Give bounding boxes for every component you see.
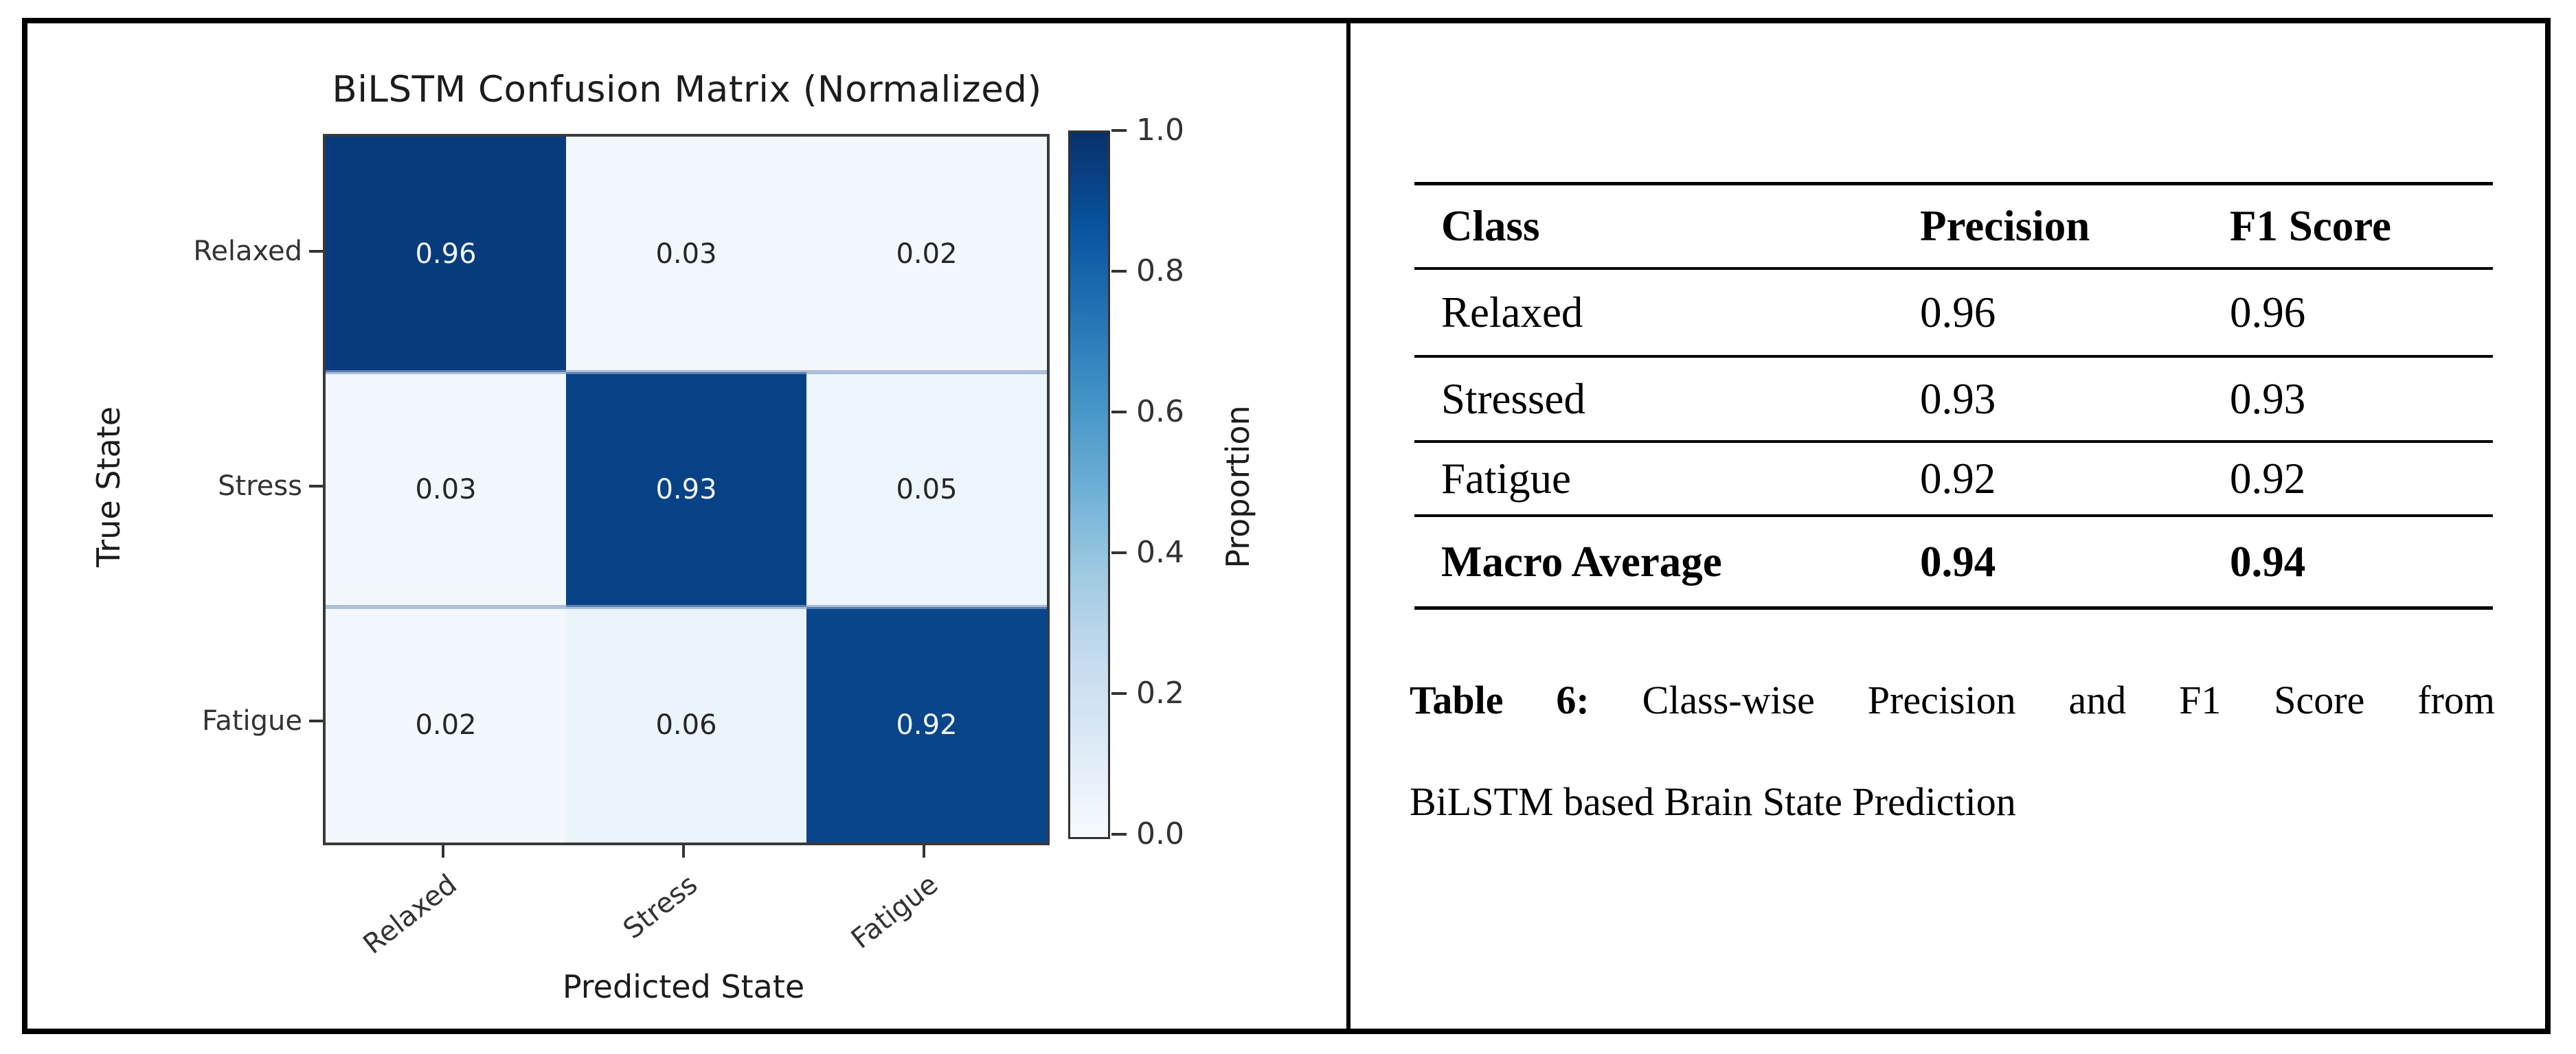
- heatmap-row-divider: [326, 605, 1047, 609]
- colorbar-tick-mark: [1111, 833, 1127, 836]
- table-cell: 0.93: [1920, 374, 1996, 423]
- caption-label: Table 6:: [1410, 678, 1590, 722]
- colorbar-tick-mark: [1111, 411, 1127, 413]
- x-axis-label: Predicted State: [562, 968, 805, 1005]
- x-tick-label: Stress: [617, 868, 704, 946]
- y-tick-label: Fatigue: [202, 705, 302, 737]
- confusion-matrix-panel: BiLSTM Confusion Matrix (Normalized) 0.9…: [27, 23, 1351, 1029]
- column-header: Precision: [1920, 202, 2090, 250]
- heatmap-cell: 0.05: [806, 371, 1047, 608]
- heatmap: 0.96 0.03 0.02 0.03 0.93 0.05 0.02 0.06 …: [323, 134, 1050, 845]
- table-cell: 0.96: [2230, 288, 2306, 336]
- column-header: Class: [1441, 202, 1540, 250]
- table-cell: Relaxed: [1441, 288, 1583, 336]
- metrics-table: Class Precision F1 Score Relaxed 0.96 0.…: [1414, 182, 2493, 610]
- table-row: Stressed 0.93 0.93: [1414, 355, 2493, 440]
- x-tick-mark: [923, 845, 925, 858]
- colorbar-tick-label: 0.0: [1136, 816, 1184, 851]
- x-tick-label: Relaxed: [357, 868, 464, 961]
- table-cell: 0.93: [2230, 374, 2306, 423]
- y-tick-label: Relaxed: [193, 236, 302, 267]
- colorbar-tick-label: 0.6: [1136, 394, 1184, 429]
- table-cell: 0.94: [1920, 537, 1996, 586]
- colorbar-tick-label: 0.4: [1136, 535, 1184, 570]
- colorbar-axis-label: Proportion: [1219, 405, 1256, 569]
- table-cell: Macro Average: [1441, 537, 1722, 586]
- colorbar-tick-label: 0.8: [1136, 253, 1184, 288]
- heatmap-cell: 0.02: [806, 137, 1047, 372]
- figure-frame: BiLSTM Confusion Matrix (Normalized) 0.9…: [22, 18, 2551, 1034]
- y-tick-mark: [309, 720, 323, 722]
- y-tick-mark: [309, 485, 323, 488]
- heatmap-cell: 0.06: [566, 607, 806, 843]
- y-tick-label: Stress: [218, 470, 302, 502]
- colorbar-tick-mark: [1111, 692, 1127, 695]
- table-cell: 0.92: [1920, 454, 1996, 503]
- column-header: F1 Score: [2230, 202, 2392, 250]
- caption-line-1: Table 6: Class-wise Precision and F1 Sco…: [1410, 677, 2495, 729]
- heatmap-cell: 0.02: [326, 607, 566, 843]
- table-cell: Fatigue: [1441, 454, 1571, 503]
- colorbar-tick-label: 1.0: [1136, 113, 1184, 148]
- colorbar-tick-mark: [1111, 551, 1127, 554]
- caption-line-2: BiLSTM based Brain State Prediction: [1410, 779, 2016, 824]
- colorbar: [1068, 130, 1110, 839]
- table-row: Relaxed 0.96 0.96: [1414, 267, 2493, 355]
- heatmap-cell: 0.93: [566, 371, 806, 608]
- table-cell: 0.94: [2230, 537, 2306, 586]
- heatmap-row-divider: [326, 370, 1047, 374]
- table-cell: Stressed: [1441, 374, 1585, 423]
- caption-text: Class-wise Precision and F1 Score from: [1642, 678, 2495, 722]
- y-tick-mark: [309, 250, 323, 253]
- table-row: Fatigue 0.92 0.92: [1414, 440, 2493, 514]
- heatmap-cell: 0.03: [566, 137, 806, 372]
- table-caption: Table 6: Class-wise Precision and F1 Sco…: [1410, 677, 2495, 825]
- table-cell: 0.96: [1920, 288, 1996, 336]
- x-tick-label: Fatigue: [845, 868, 945, 956]
- table-row-macro-average: Macro Average 0.94 0.94: [1414, 514, 2493, 606]
- metrics-panel: Class Precision F1 Score Relaxed 0.96 0.…: [1351, 23, 2545, 1029]
- x-tick-mark: [682, 845, 685, 858]
- heatmap-cell: 0.92: [806, 607, 1047, 843]
- chart-title: BiLSTM Confusion Matrix (Normalized): [332, 69, 1042, 111]
- colorbar-tick-mark: [1111, 270, 1127, 273]
- y-axis-label: True State: [90, 406, 127, 568]
- colorbar-tick-label: 0.2: [1136, 676, 1184, 711]
- x-tick-mark: [442, 845, 444, 858]
- heatmap-cell: 0.03: [326, 371, 566, 608]
- heatmap-cell: 0.96: [326, 137, 566, 372]
- colorbar-tick-mark: [1111, 129, 1127, 132]
- table-header-row: Class Precision F1 Score: [1414, 185, 2493, 267]
- table-cell: 0.92: [2230, 454, 2306, 503]
